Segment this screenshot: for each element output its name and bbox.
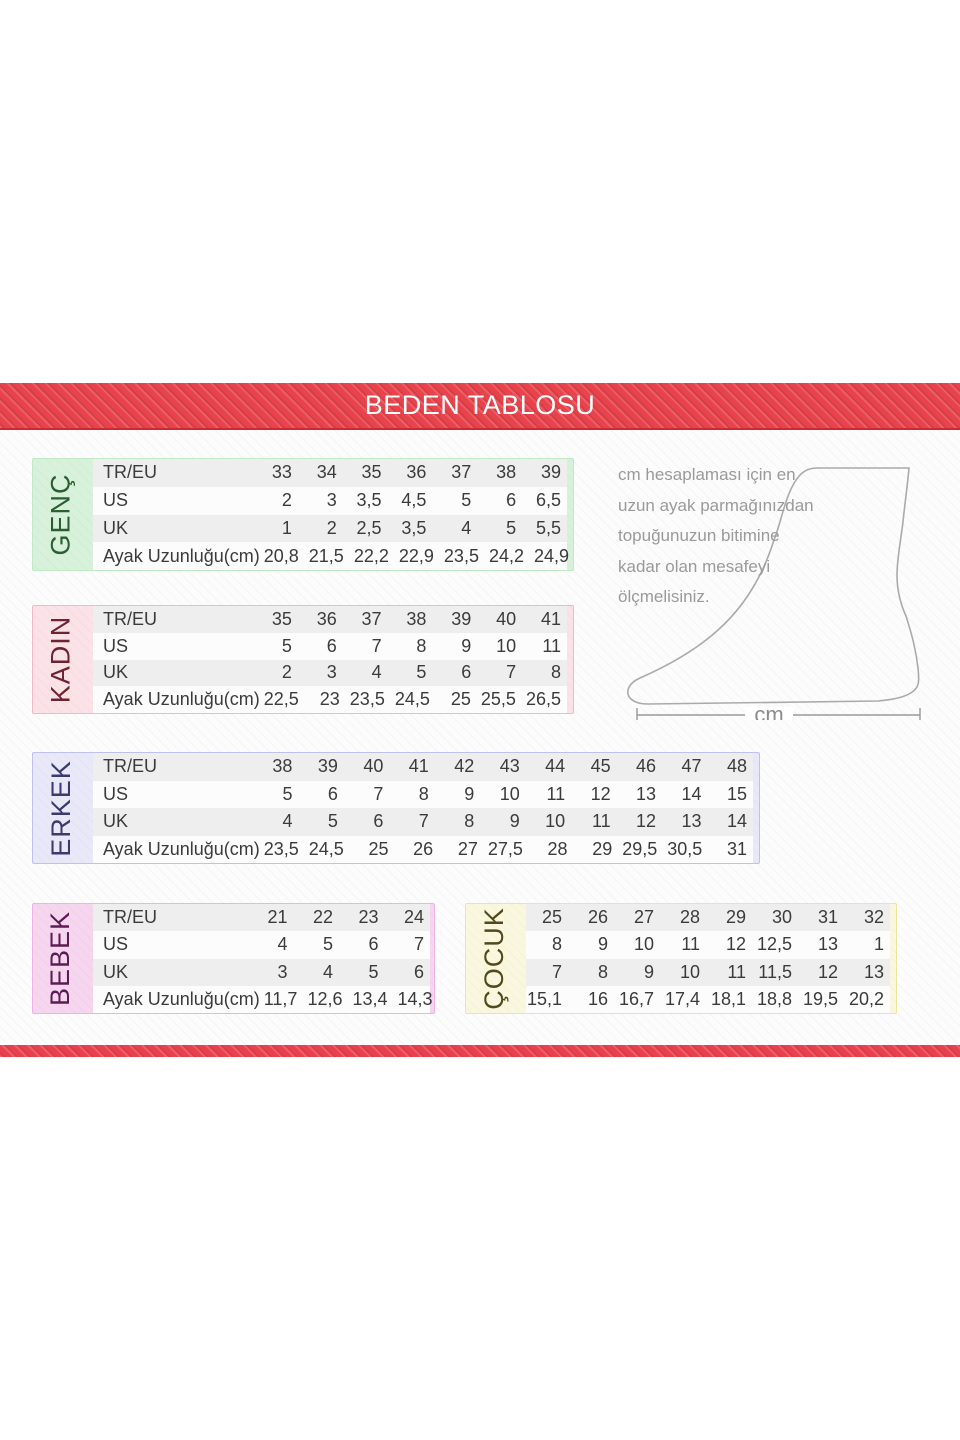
- svg-text:cm: cm: [754, 702, 783, 720]
